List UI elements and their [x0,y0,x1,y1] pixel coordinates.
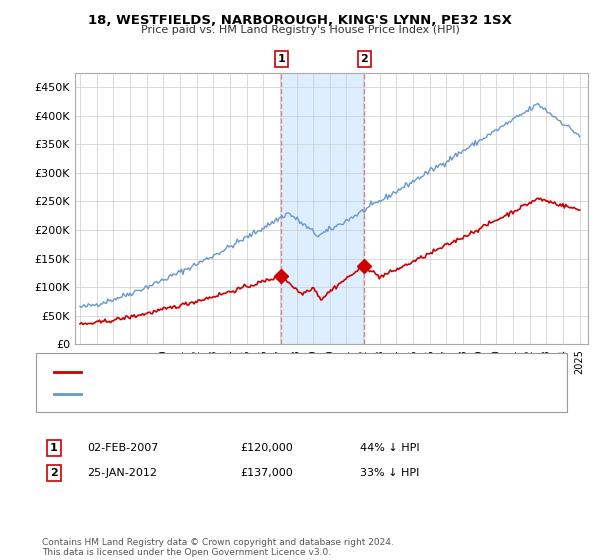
Text: £137,000: £137,000 [240,468,293,478]
Text: 2: 2 [361,54,368,64]
Text: 44% ↓ HPI: 44% ↓ HPI [360,443,419,453]
Text: 1: 1 [50,443,58,453]
Text: 2: 2 [50,468,58,478]
Text: 02-FEB-2007: 02-FEB-2007 [87,443,158,453]
Text: 25-JAN-2012: 25-JAN-2012 [87,468,157,478]
Text: Contains HM Land Registry data © Crown copyright and database right 2024.
This d: Contains HM Land Registry data © Crown c… [42,538,394,557]
Text: 18, WESTFIELDS, NARBOROUGH, KING'S LYNN, PE32 1SX: 18, WESTFIELDS, NARBOROUGH, KING'S LYNN,… [88,14,512,27]
Bar [281,73,364,344]
Text: Price paid vs. HM Land Registry's House Price Index (HPI): Price paid vs. HM Land Registry's House … [140,25,460,35]
Text: 18, WESTFIELDS, NARBOROUGH, KING'S LYNN, PE32 1SX (detached house): 18, WESTFIELDS, NARBOROUGH, KING'S LYNN,… [87,367,477,377]
Text: 1: 1 [277,54,285,64]
Text: HPI: Average price, detached house, Breckland: HPI: Average price, detached house, Brec… [87,389,332,399]
Text: 33% ↓ HPI: 33% ↓ HPI [360,468,419,478]
Text: £120,000: £120,000 [240,443,293,453]
